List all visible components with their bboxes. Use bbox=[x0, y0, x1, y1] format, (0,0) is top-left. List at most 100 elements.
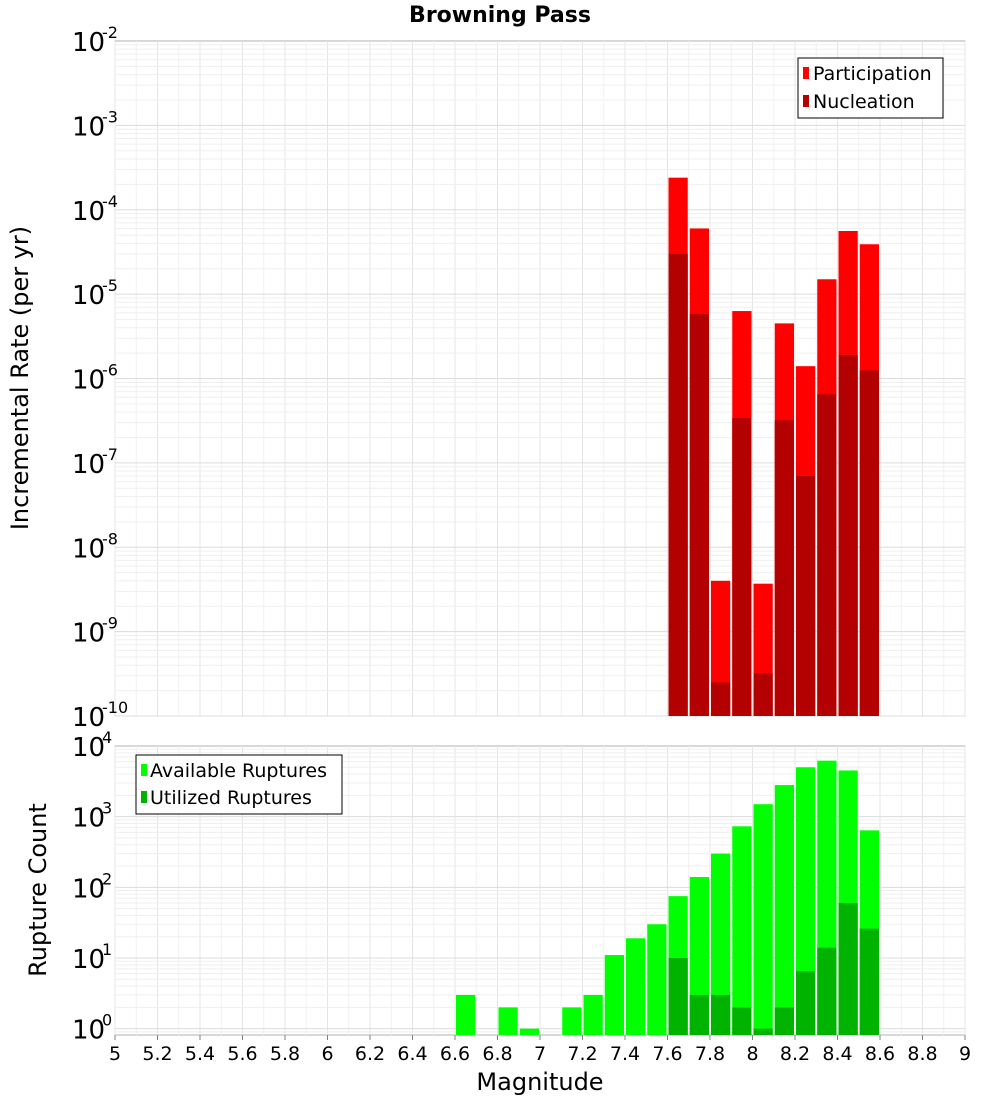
y-tick-label: 10-10 bbox=[72, 698, 128, 733]
rate-bars bbox=[668, 177, 879, 717]
count-utilized-ruptures-bar bbox=[711, 994, 731, 1035]
y-tick-label: 10-8 bbox=[72, 529, 118, 564]
x-tick-label: 5.8 bbox=[270, 1043, 300, 1065]
y-tick-base: 10 bbox=[72, 804, 105, 834]
count-available-ruptures-bar bbox=[498, 1007, 518, 1035]
count-available-ruptures-bar bbox=[626, 938, 646, 1035]
x-tick-label: 7.2 bbox=[567, 1043, 597, 1065]
rate-participation-bar bbox=[711, 580, 731, 716]
count-utilized-ruptures-bar bbox=[774, 1007, 794, 1035]
y-tick-label: 10-3 bbox=[72, 107, 118, 142]
x-tick-label: 6.4 bbox=[397, 1043, 427, 1065]
x-tick-label: 8.4 bbox=[822, 1043, 852, 1065]
x-tick-label: 8.2 bbox=[780, 1043, 810, 1065]
count-utilized-ruptures-bar bbox=[796, 971, 816, 1035]
count-available-ruptures-bar bbox=[562, 1007, 582, 1035]
y-tick-base: 10 bbox=[72, 366, 105, 396]
x-tick-label: 8 bbox=[746, 1043, 758, 1065]
legend-nucleation-swatch bbox=[803, 95, 809, 107]
legend-utilized-swatch bbox=[141, 791, 147, 803]
y-tick-base: 10 bbox=[72, 534, 105, 564]
count-utilized-ruptures-bar bbox=[689, 994, 709, 1035]
x-tick-label: 7.4 bbox=[610, 1043, 640, 1065]
rate-nucleation-bar bbox=[796, 475, 816, 716]
y-tick-exponent: -2 bbox=[102, 23, 118, 42]
rate-nucleation-bar bbox=[689, 314, 709, 716]
y-tick-base: 10 bbox=[72, 945, 105, 975]
legend-participation-swatch bbox=[803, 67, 809, 79]
y-tick-base: 10 bbox=[72, 703, 105, 733]
count-available-ruptures-bar bbox=[732, 826, 752, 1035]
rate-nucleation-bar bbox=[774, 420, 794, 716]
legend-utilized: Utilized Ruptures bbox=[150, 787, 312, 809]
y-tick-label: 100 bbox=[72, 1011, 112, 1046]
count-available-ruptures-bar bbox=[774, 785, 794, 1035]
count-utilized-ruptures-bar bbox=[859, 928, 879, 1035]
rate-panel: 10-210-310-410-510-610-710-810-910-10 In… bbox=[6, 23, 966, 733]
legend-available-swatch bbox=[141, 764, 147, 776]
legend-nucleation: Nucleation bbox=[813, 91, 915, 113]
y-tick-exponent: -7 bbox=[102, 445, 118, 464]
rate-nucleation-bar bbox=[732, 418, 752, 716]
y-tick-base: 10 bbox=[72, 450, 105, 480]
rate-legend: Participation Nucleation bbox=[797, 57, 944, 119]
count-legend-box bbox=[135, 754, 343, 815]
y-tick-label: 102 bbox=[72, 869, 112, 904]
y-tick-exponent: 4 bbox=[102, 728, 112, 747]
y-tick-base: 10 bbox=[72, 874, 105, 904]
y-tick-exponent: 1 bbox=[102, 940, 112, 959]
x-tick-label: 6.2 bbox=[355, 1043, 385, 1065]
count-utilized-ruptures-bar bbox=[838, 902, 858, 1035]
count-utilized-ruptures-bar bbox=[668, 957, 688, 1035]
count-available-ruptures-bar bbox=[604, 955, 624, 1035]
y-tick-label: 103 bbox=[72, 799, 112, 834]
count-bars bbox=[456, 760, 879, 1035]
count-available-ruptures-bar bbox=[753, 804, 773, 1035]
y-tick-exponent: -5 bbox=[102, 276, 118, 295]
x-axis-label: Magnitude bbox=[476, 1068, 603, 1096]
y-tick-label: 104 bbox=[72, 728, 112, 763]
x-tick-label: 6.8 bbox=[482, 1043, 512, 1065]
count-utilized-ruptures-bar bbox=[753, 1028, 773, 1035]
y-tick-exponent: -6 bbox=[102, 361, 118, 380]
x-tick-label: 7.8 bbox=[695, 1043, 725, 1065]
chart-title: Browning Pass bbox=[409, 3, 591, 28]
x-tick-label: 9 bbox=[959, 1043, 971, 1065]
y-tick-exponent: -8 bbox=[102, 529, 118, 548]
x-tick-label: 5.6 bbox=[227, 1043, 257, 1065]
y-tick-exponent: 2 bbox=[102, 869, 112, 888]
x-tick-label: 5.4 bbox=[185, 1043, 215, 1065]
count-y-axis-label: Rupture Count bbox=[24, 803, 52, 977]
y-tick-label: 10-5 bbox=[72, 276, 118, 311]
y-tick-label: 101 bbox=[72, 940, 112, 975]
legend-participation: Participation bbox=[813, 63, 932, 85]
count-available-ruptures-bar bbox=[796, 767, 816, 1035]
count-available-ruptures-bar bbox=[456, 994, 476, 1035]
x-tick-label: 7.6 bbox=[652, 1043, 682, 1065]
x-tick-label: 7 bbox=[534, 1043, 546, 1065]
y-tick-label: 10-2 bbox=[72, 23, 118, 58]
y-tick-label: 10-7 bbox=[72, 445, 118, 480]
count-utilized-ruptures-bar bbox=[817, 947, 837, 1035]
y-tick-exponent: 0 bbox=[102, 1011, 112, 1030]
x-tick-label: 5.2 bbox=[142, 1043, 172, 1065]
x-tick-label: 6 bbox=[321, 1043, 333, 1065]
count-legend: Available Ruptures Utilized Ruptures bbox=[135, 754, 343, 815]
rate-nucleation-bar bbox=[753, 673, 773, 716]
x-tick-label: 5 bbox=[109, 1043, 121, 1065]
y-tick-base: 10 bbox=[72, 28, 105, 58]
x-tick-label: 8.8 bbox=[907, 1043, 937, 1065]
rate-y-axis-label: Incremental Rate (per yr) bbox=[6, 226, 34, 530]
y-tick-label: 10-4 bbox=[72, 192, 118, 227]
rate-y-ticks: 10-210-310-410-510-610-710-810-910-10 bbox=[72, 23, 128, 733]
count-x-ticks: 5 5.2 5.4 5.6 5.8 6 6.2 6.4 6.6 6.8 7 7.2 7.4 7.6 7.8 8… bbox=[109, 1035, 971, 1065]
y-tick-label: 10-9 bbox=[72, 614, 118, 649]
y-tick-exponent: -9 bbox=[102, 614, 118, 633]
count-available-ruptures-bar bbox=[519, 1028, 539, 1035]
y-tick-base: 10 bbox=[72, 112, 105, 142]
rate-nucleation-bar bbox=[711, 682, 731, 716]
count-available-ruptures-bar bbox=[711, 853, 731, 1035]
count-available-ruptures-bar bbox=[583, 994, 603, 1035]
